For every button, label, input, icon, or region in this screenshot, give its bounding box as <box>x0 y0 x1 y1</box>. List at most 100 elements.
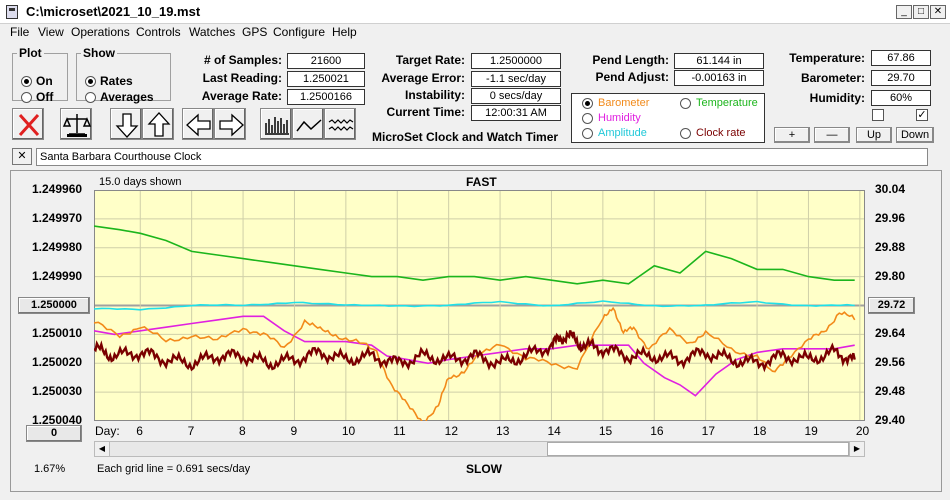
average-rate-label: Average Rate: <box>201 89 282 103</box>
x-tick-label: 17 <box>701 424 716 438</box>
x-tick-label: 20 <box>855 424 870 438</box>
checked-checkbox[interactable]: ✓ <box>916 109 928 121</box>
horizontal-scrollbar[interactable]: ◀ ▶ <box>94 441 865 457</box>
radio-off-icon <box>680 127 691 139</box>
radio-on-icon <box>21 75 32 87</box>
x-tick-label: 15 <box>598 424 613 438</box>
radio-off-icon <box>680 97 691 109</box>
temperature-label: Temperature: <box>789 51 865 65</box>
stop-button[interactable] <box>12 108 44 140</box>
scroll-left-arrow-icon[interactable]: ◀ <box>95 442 110 456</box>
pend-length-label: Pend Length: <box>592 53 669 67</box>
line-graph-button[interactable] <box>292 108 324 140</box>
menu-watches[interactable]: Watches <box>189 25 236 39</box>
last-reading-label: Last Reading: <box>202 71 282 85</box>
left-y-tick-label: 1.249980 <box>32 239 83 254</box>
minimize-button[interactable]: _ <box>896 5 912 19</box>
bar-graph-button[interactable] <box>260 108 292 140</box>
legend-barometer[interactable]: Barometer <box>582 97 649 109</box>
left-y-tick-label: 1.249960 <box>32 182 83 196</box>
radio-off-icon <box>21 91 32 103</box>
legend-temperature[interactable]: Temperature <box>680 97 758 109</box>
x-tick-label: 11 <box>393 424 406 438</box>
x-tick-label: 9 <box>290 424 298 438</box>
unchecked-checkbox[interactable] <box>872 109 884 121</box>
left-y-tick-label: 1.250010 <box>32 326 83 341</box>
menu-gps[interactable]: GPS <box>242 25 268 39</box>
target-rate-label: Target Rate: <box>395 53 465 67</box>
series-humidity-line <box>94 315 855 397</box>
right-y-tick-label: 30.04 <box>875 182 906 196</box>
x-tick-label: 12 <box>444 424 459 438</box>
noise-graph-button[interactable] <box>324 108 356 140</box>
show-rates-radio[interactable]: Rates <box>85 74 133 88</box>
plot-group-label: Plot <box>19 46 42 60</box>
app-icon[interactable] <box>6 5 18 19</box>
instability-value: 0 secs/day <box>471 88 561 104</box>
series-clock_rate-line <box>94 329 856 373</box>
down-arrow-button[interactable] <box>110 108 142 140</box>
right-y-tick-label: 29.80 <box>875 268 906 283</box>
down-arrow-icon <box>115 113 139 138</box>
up-arrow-button[interactable] <box>142 108 174 140</box>
left-bottom-button[interactable]: 0 <box>26 425 82 442</box>
series-legend: Barometer Temperature Humidity Amplitude… <box>571 93 765 143</box>
series-temperature-line <box>94 225 855 285</box>
average-error-value: -1.1 sec/day <box>471 71 561 87</box>
scale-up-button[interactable]: Up <box>856 127 892 143</box>
rate-chart[interactable] <box>94 190 865 421</box>
plot-on-radio[interactable]: On <box>21 74 53 88</box>
show-averages-radio[interactable]: Averages <box>85 90 154 104</box>
left-y-tick-label: 1.249990 <box>32 268 83 283</box>
x-tick-label: 14 <box>547 424 561 438</box>
percent-label: 1.67% <box>34 463 66 475</box>
menu-configure[interactable]: Configure <box>273 25 326 39</box>
left-center-button[interactable]: 1.250000 <box>18 297 90 314</box>
x-tick-label: 8 <box>239 424 246 438</box>
fast-label: FAST <box>466 175 497 189</box>
barometer-value: 29.70 <box>871 70 931 86</box>
watch-close-button[interactable]: ✕ <box>12 148 32 165</box>
window-title: C:\microset\2021_10_19.mst <box>26 4 201 19</box>
plot-off-radio[interactable]: Off <box>21 90 53 104</box>
legend-humidity[interactable]: Humidity <box>582 112 641 124</box>
right-arrow-button[interactable] <box>214 108 246 140</box>
right-y-tick-label: 29.56 <box>875 355 906 370</box>
temperature-value: 67.86 <box>871 50 931 66</box>
barometer-label: Barometer: <box>800 71 865 85</box>
left-arrow-icon <box>186 113 211 137</box>
legend-amplitude[interactable]: Amplitude <box>582 127 647 139</box>
scale-plus-button[interactable]: + <box>774 127 810 143</box>
x-tick-label: 13 <box>496 424 510 438</box>
scale-down-button[interactable]: Down <box>896 127 934 143</box>
title-bar: C:\microset\2021_10_19.mst _ □ ✕ <box>0 0 950 24</box>
maximize-button[interactable]: □ <box>913 5 929 19</box>
radio-off-icon <box>85 91 96 103</box>
close-button[interactable]: ✕ <box>930 5 946 19</box>
series-amplitude-line <box>94 300 855 311</box>
watch-name-field[interactable]: Santa Barbara Courthouse Clock <box>36 148 928 166</box>
balance-button[interactable] <box>60 108 92 140</box>
scroll-thumb[interactable] <box>547 442 849 456</box>
plot-border <box>94 190 865 421</box>
menu-view[interactable]: View <box>38 25 64 39</box>
radio-on-icon <box>582 97 593 109</box>
humidity-label: Humidity: <box>809 91 865 105</box>
menu-help[interactable]: Help <box>332 25 357 39</box>
x-tick-label: 16 <box>650 424 664 438</box>
plot-group: Plot On Off <box>12 46 68 104</box>
left-arrow-button[interactable] <box>182 108 214 140</box>
pend-length-value[interactable]: 61.144 in <box>674 53 764 69</box>
legend-clock-rate[interactable]: Clock rate <box>680 127 746 139</box>
x-tick-label: 10 <box>341 424 356 438</box>
radio-off-icon <box>582 127 593 139</box>
target-rate-value[interactable]: 1.2500000 <box>471 53 561 69</box>
right-center-button[interactable]: 29.72 <box>868 297 915 314</box>
scale-minus-button[interactable]: — <box>814 127 850 143</box>
menu-controls[interactable]: Controls <box>136 25 181 39</box>
right-y-tick-label: 29.88 <box>875 239 906 254</box>
up-arrow-icon <box>147 112 171 137</box>
scroll-right-arrow-icon[interactable]: ▶ <box>849 442 864 456</box>
menu-file[interactable]: File <box>10 25 30 39</box>
menu-operations[interactable]: Operations <box>71 25 130 39</box>
